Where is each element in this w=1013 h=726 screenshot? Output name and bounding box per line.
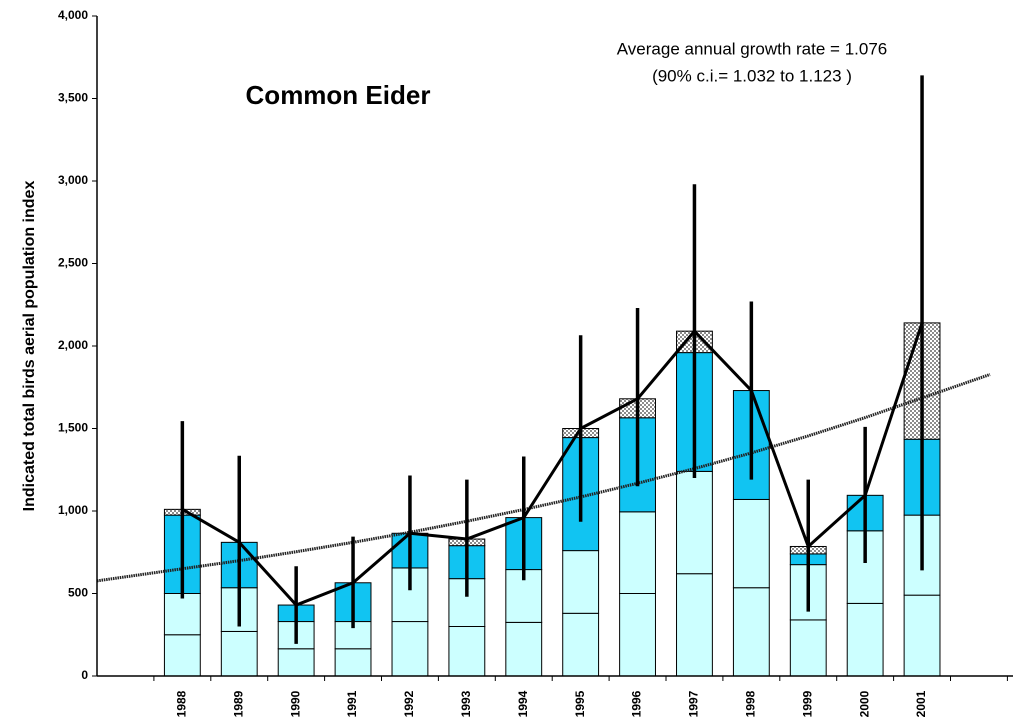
y-tick-label: 3,500 bbox=[58, 91, 88, 105]
trend-extension bbox=[96, 567, 183, 583]
y-tick-label: 2,000 bbox=[58, 338, 88, 352]
annotation: (90% c.i.= 1.032 to 1.123 ) bbox=[652, 66, 852, 85]
x-tick-label: 1997 bbox=[687, 690, 701, 717]
bar-segment bbox=[846, 602, 884, 677]
bar-segment bbox=[619, 511, 656, 595]
bar-segment bbox=[732, 587, 770, 677]
trend-line bbox=[182, 396, 923, 571]
bar-segment bbox=[732, 498, 770, 589]
bar-segment bbox=[505, 621, 543, 677]
x-tick-label: 1989 bbox=[231, 690, 245, 717]
bar-segment bbox=[676, 470, 713, 575]
bar-segment bbox=[277, 648, 315, 677]
x-tick-label: 1992 bbox=[402, 690, 416, 717]
annotation: Average annual growth rate = 1.076 bbox=[617, 39, 887, 58]
bar-segment bbox=[163, 593, 201, 636]
x-tick-label: 2000 bbox=[857, 690, 871, 717]
bar-segment bbox=[562, 612, 600, 677]
bar-segment bbox=[448, 626, 486, 677]
y-tick-label: 1,000 bbox=[58, 503, 88, 517]
x-tick-label: 1991 bbox=[345, 690, 359, 717]
y-tick-label: 3,000 bbox=[58, 173, 88, 187]
x-tick-label: 1994 bbox=[516, 690, 530, 717]
x-tick-label: 1999 bbox=[800, 690, 814, 717]
bar-segment bbox=[391, 621, 429, 677]
trend-extension bbox=[921, 373, 991, 400]
bar-segment bbox=[619, 593, 656, 677]
x-tick-label: 1998 bbox=[744, 690, 758, 717]
bar-segment bbox=[334, 648, 372, 677]
chart-title: Common Eider bbox=[246, 80, 431, 110]
y-tick-label: 4,000 bbox=[58, 8, 88, 22]
bar-segment bbox=[562, 550, 600, 614]
bar-segment bbox=[676, 573, 713, 677]
bar-segment bbox=[789, 619, 827, 677]
x-tick-label: 1990 bbox=[288, 690, 302, 717]
bar-segment bbox=[903, 594, 941, 677]
total-line bbox=[181, 322, 924, 607]
x-tick-label: 1996 bbox=[630, 690, 644, 717]
x-tick-label: 1988 bbox=[175, 690, 189, 717]
x-tick-label: 1995 bbox=[573, 690, 587, 717]
y-tick-label: 0 bbox=[81, 668, 88, 682]
y-tick-label: 500 bbox=[68, 586, 88, 600]
y-tick-label: 1,500 bbox=[58, 421, 88, 435]
x-tick-label: 2001 bbox=[914, 690, 928, 717]
bar-segment bbox=[163, 634, 201, 677]
bar-segment bbox=[220, 630, 258, 677]
x-tick-label: 1993 bbox=[459, 690, 473, 717]
y-axis-title: Indicated total birds aerial population … bbox=[21, 181, 38, 512]
y-tick-label: 2,500 bbox=[58, 256, 88, 270]
